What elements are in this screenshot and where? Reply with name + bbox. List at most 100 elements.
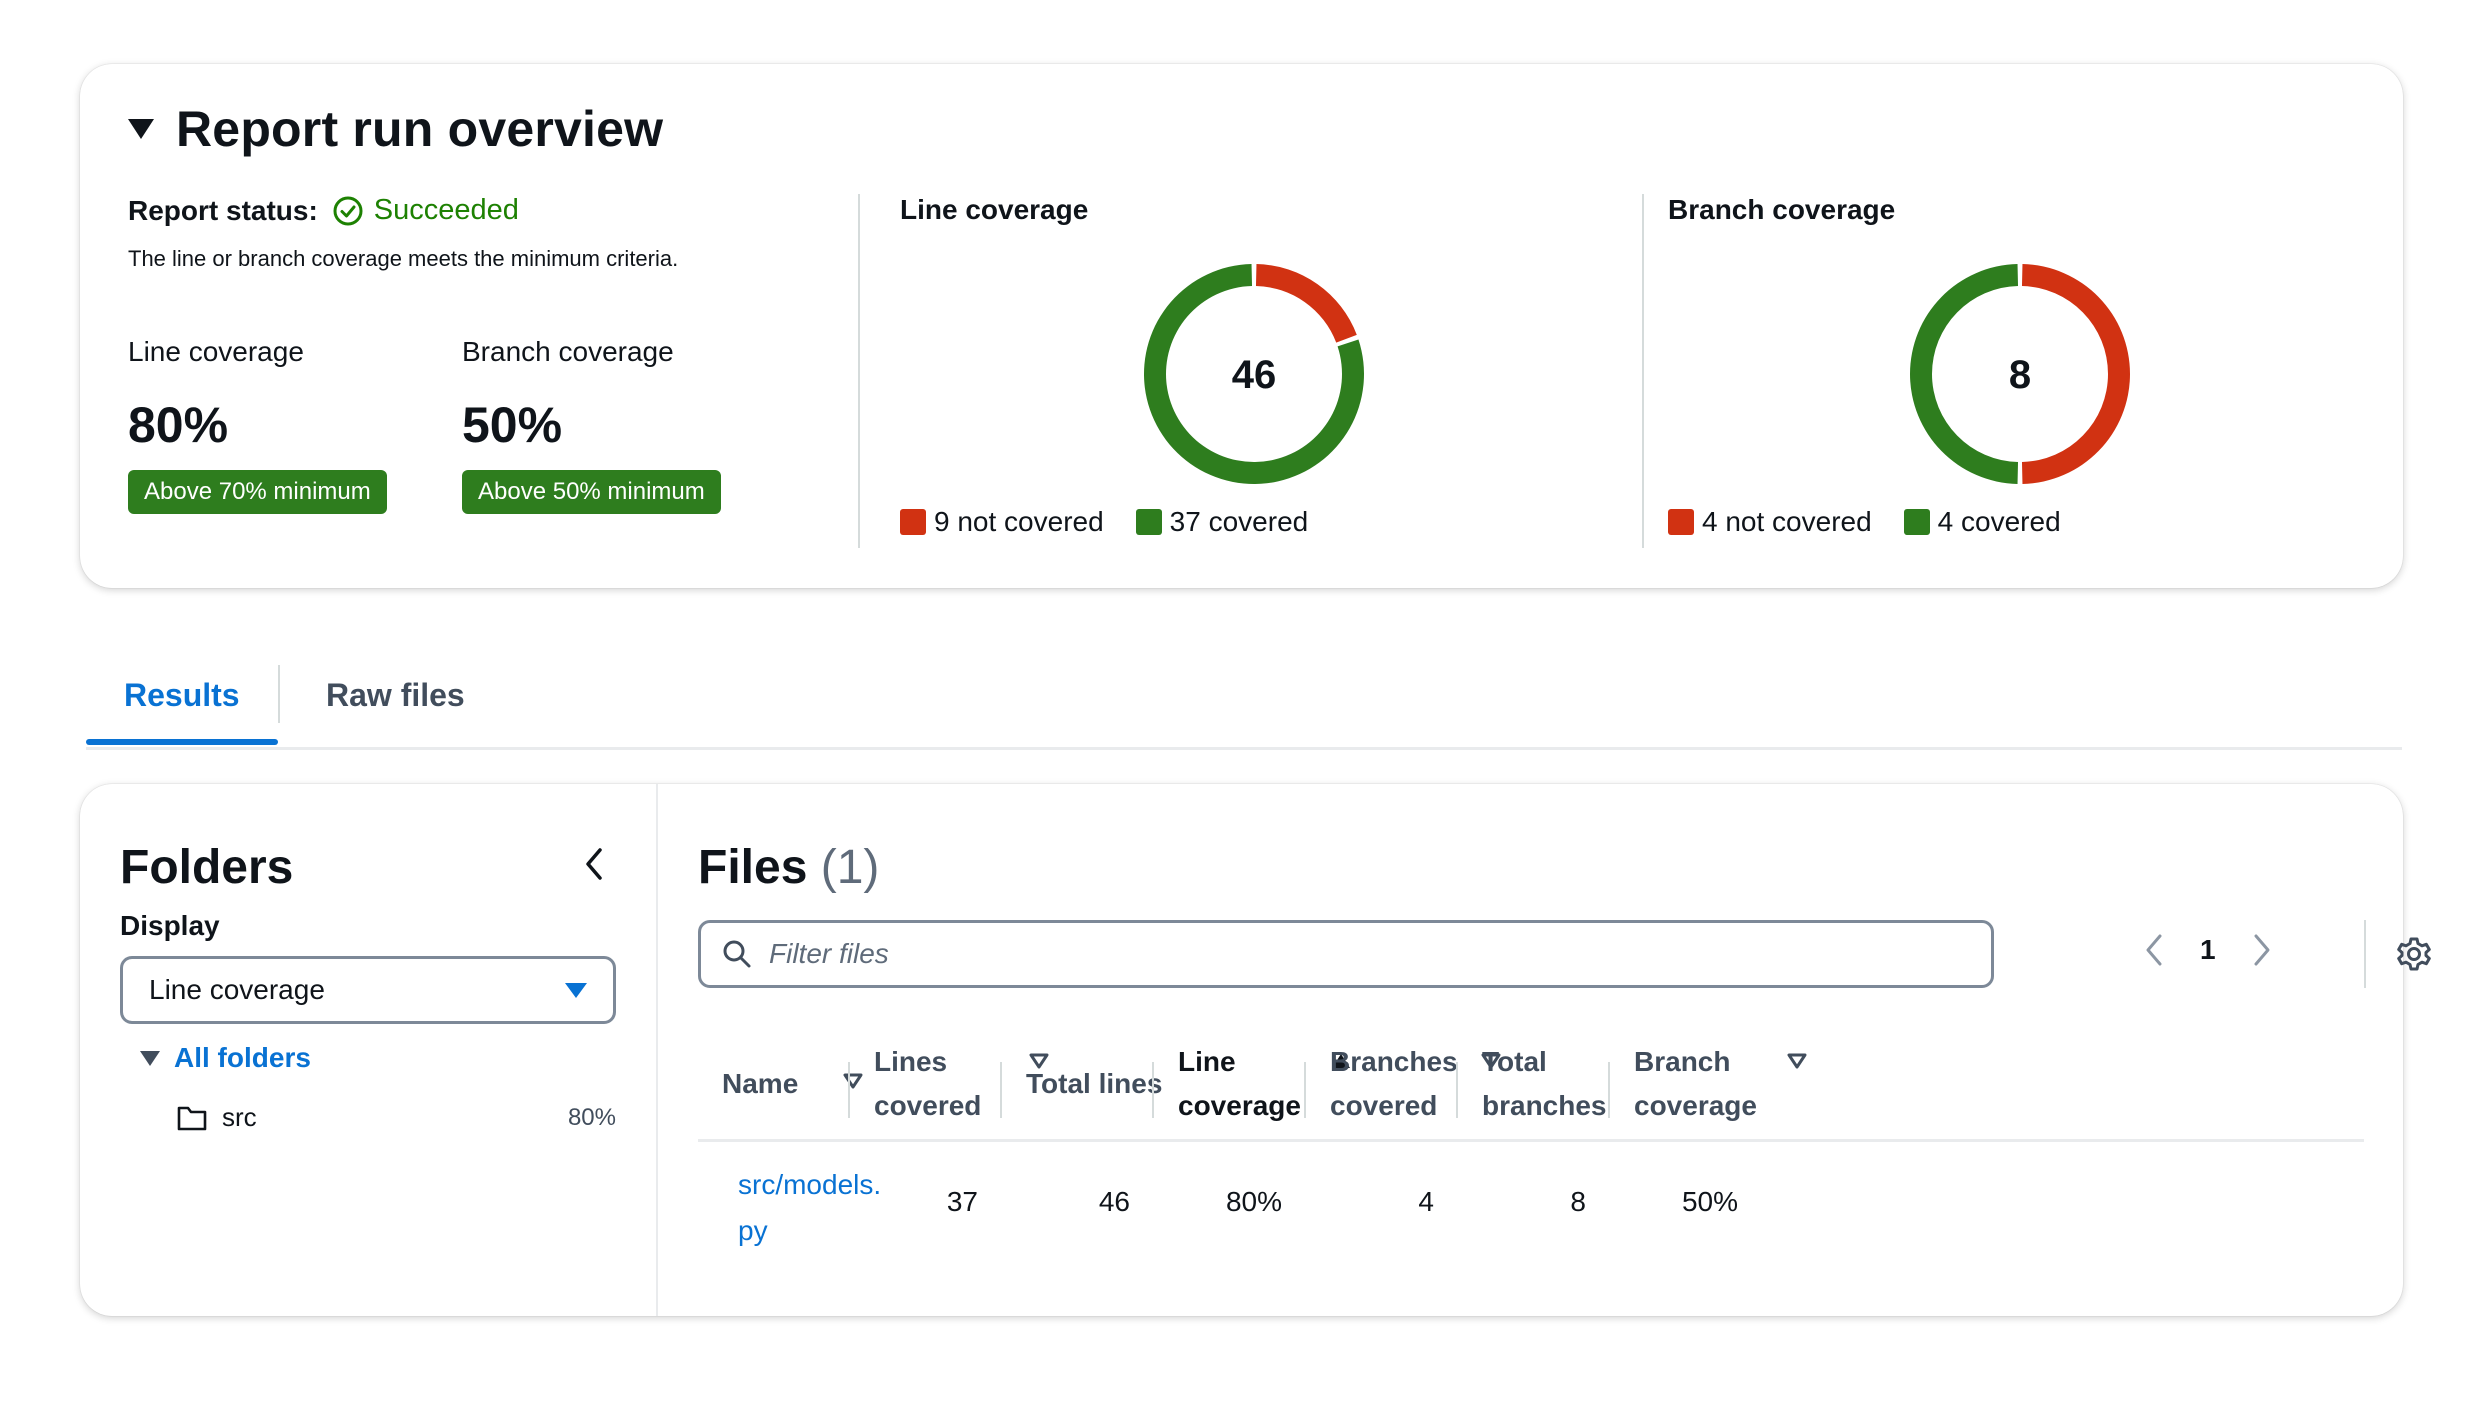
chart-legend: 9 not covered 37 covered bbox=[900, 506, 1308, 538]
folders-title: Folders bbox=[120, 841, 294, 894]
tab-bar: Results Raw files bbox=[86, 665, 2402, 751]
tab-results[interactable]: Results bbox=[124, 677, 240, 713]
not-covered-segment bbox=[1255, 264, 1357, 343]
chart-legend: 4 not covered 4 covered bbox=[1668, 506, 2061, 538]
total-branches-cell: 8 bbox=[1570, 1186, 1586, 1217]
sort-icon bbox=[1481, 1053, 1501, 1069]
file-name: py bbox=[738, 1215, 768, 1246]
column-label: Total lines bbox=[1026, 1068, 1163, 1099]
sort-ascending-icon bbox=[1332, 1054, 1350, 1068]
column-header-lines-covered[interactable]: Lines covered bbox=[874, 1034, 1049, 1134]
tree-item-all-folders[interactable]: All folders bbox=[140, 1042, 311, 1074]
metric-value: 80% bbox=[128, 397, 229, 453]
chart-title: Line coverage bbox=[900, 194, 1089, 225]
folders-panel: Folders Display Line coverage All folder… bbox=[80, 784, 658, 1316]
column-label: covered bbox=[874, 1090, 982, 1121]
status-text: Succeeded bbox=[373, 194, 519, 226]
line-coverage-chart: Line coverage 46 9 not covered 37 covere… bbox=[900, 194, 1640, 574]
column-separator bbox=[1608, 1062, 1610, 1118]
column-label: covered bbox=[1330, 1090, 1438, 1121]
column-separator bbox=[1304, 1062, 1306, 1118]
files-count: (1) bbox=[820, 841, 880, 894]
current-page[interactable]: 1 bbox=[2200, 934, 2216, 965]
metric-label: Line coverage bbox=[128, 336, 304, 367]
file-link[interactable]: src/models. py bbox=[738, 1162, 908, 1254]
chevron-right-icon bbox=[2254, 934, 2270, 966]
sort-icon bbox=[843, 1073, 863, 1089]
column-separator bbox=[1456, 1062, 1458, 1118]
pagination: 1 bbox=[2138, 926, 2278, 974]
column-separator bbox=[1000, 1062, 1002, 1118]
line-coverage-cell: 80% bbox=[1225, 1186, 1282, 1217]
branch-coverage-chart: Branch coverage 8 4 not covered 4 covere… bbox=[1668, 194, 2408, 574]
status-badge: Above 70% minimum bbox=[128, 470, 387, 514]
display-select[interactable]: Line coverage bbox=[120, 956, 616, 1024]
lines-covered-cell: 37 bbox=[946, 1186, 978, 1217]
column-header-total-lines[interactable]: Total lines bbox=[1026, 1034, 1162, 1134]
tree-item-src[interactable]: src 80% bbox=[176, 1102, 616, 1133]
column-label: Total bbox=[1482, 1046, 1547, 1077]
collapse-panel-button[interactable] bbox=[572, 842, 616, 886]
tab-raw-files[interactable]: Raw files bbox=[326, 677, 465, 713]
not-covered-segment bbox=[2021, 264, 2130, 484]
tree-item-label: src bbox=[222, 1102, 257, 1132]
caret-down-icon bbox=[565, 982, 587, 998]
files-panel: Files (1) 1 bbox=[658, 784, 2431, 1316]
column-label: Lines bbox=[874, 1046, 948, 1077]
filter-files-input[interactable] bbox=[769, 938, 1969, 970]
tree-item-label: All folders bbox=[174, 1042, 311, 1073]
file-name: src/models. bbox=[738, 1169, 882, 1200]
legend-not-covered: 4 not covered bbox=[1668, 506, 1872, 538]
folder-icon bbox=[177, 1106, 207, 1130]
divider bbox=[2364, 920, 2366, 988]
check-circle-icon bbox=[333, 196, 363, 225]
status-badge: Above 50% minimum bbox=[462, 470, 721, 514]
files-heading: Files bbox=[698, 841, 808, 894]
column-label: Name bbox=[722, 1068, 799, 1099]
legend-label: 37 covered bbox=[1169, 506, 1309, 537]
column-header-name[interactable]: Name bbox=[722, 1034, 863, 1134]
select-value: Line coverage bbox=[149, 974, 325, 1005]
report-status: Report status: Succeeded bbox=[128, 194, 519, 227]
chart-title: Branch coverage bbox=[1668, 194, 1896, 225]
files-title: Files (1) bbox=[698, 840, 879, 895]
legend-not-covered: 9 not covered bbox=[900, 506, 1104, 538]
results-card: Folders Display Line coverage All folder… bbox=[80, 784, 2431, 1316]
legend-covered: 37 covered bbox=[1135, 506, 1309, 538]
branches-covered-cell: 4 bbox=[1418, 1186, 1434, 1217]
metric-value: 50% bbox=[462, 397, 563, 453]
column-label: coverage bbox=[1634, 1090, 1757, 1121]
overview-title: Report run overview bbox=[176, 101, 664, 157]
legend-label: 9 not covered bbox=[934, 506, 1104, 537]
column-header-branch-coverage[interactable]: Branch coverage bbox=[1634, 1034, 1807, 1134]
covered-segment bbox=[1910, 264, 2019, 484]
table-row: src/models. py 37 46 80% 4 8 50% bbox=[698, 1146, 2364, 1266]
column-header-line-coverage[interactable]: Line coverage bbox=[1178, 1034, 1350, 1134]
column-header-total-branches[interactable]: Total branches bbox=[1482, 1034, 1607, 1134]
overview-header-toggle[interactable]: Report run overview bbox=[128, 100, 663, 158]
column-header-branches-covered[interactable]: Branches covered bbox=[1330, 1034, 1501, 1134]
donut-total-label: 46 bbox=[1232, 353, 1277, 397]
next-page-button[interactable] bbox=[2246, 926, 2278, 974]
red-swatch-icon bbox=[1668, 509, 1694, 535]
chevron-left-icon bbox=[2146, 934, 2162, 966]
red-swatch-icon bbox=[900, 509, 926, 535]
column-separator bbox=[848, 1062, 850, 1118]
display-label: Display bbox=[120, 910, 220, 941]
report-overview-card: Report run overview Report status: Succe… bbox=[80, 64, 2403, 588]
chevron-left-icon bbox=[586, 848, 602, 880]
tab-baseline bbox=[86, 747, 2402, 750]
legend-label: 4 covered bbox=[1937, 506, 2061, 537]
green-swatch-icon bbox=[1903, 509, 1930, 535]
branch-coverage-donut: 8 bbox=[1910, 264, 2130, 484]
column-label: coverage bbox=[1178, 1090, 1301, 1121]
legend-covered: 4 covered bbox=[1903, 506, 2061, 538]
previous-page-button[interactable] bbox=[2138, 926, 2170, 974]
branch-coverage-cell: 50% bbox=[1681, 1186, 1738, 1217]
column-label: Branch bbox=[1634, 1046, 1731, 1077]
gear-icon bbox=[2397, 937, 2431, 971]
branch-coverage-metric: Branch coverage 50% Above 50% minimum bbox=[462, 336, 721, 514]
table-settings-button[interactable] bbox=[2394, 934, 2434, 974]
column-separator bbox=[1152, 1062, 1154, 1118]
column-label: Line bbox=[1178, 1046, 1236, 1077]
